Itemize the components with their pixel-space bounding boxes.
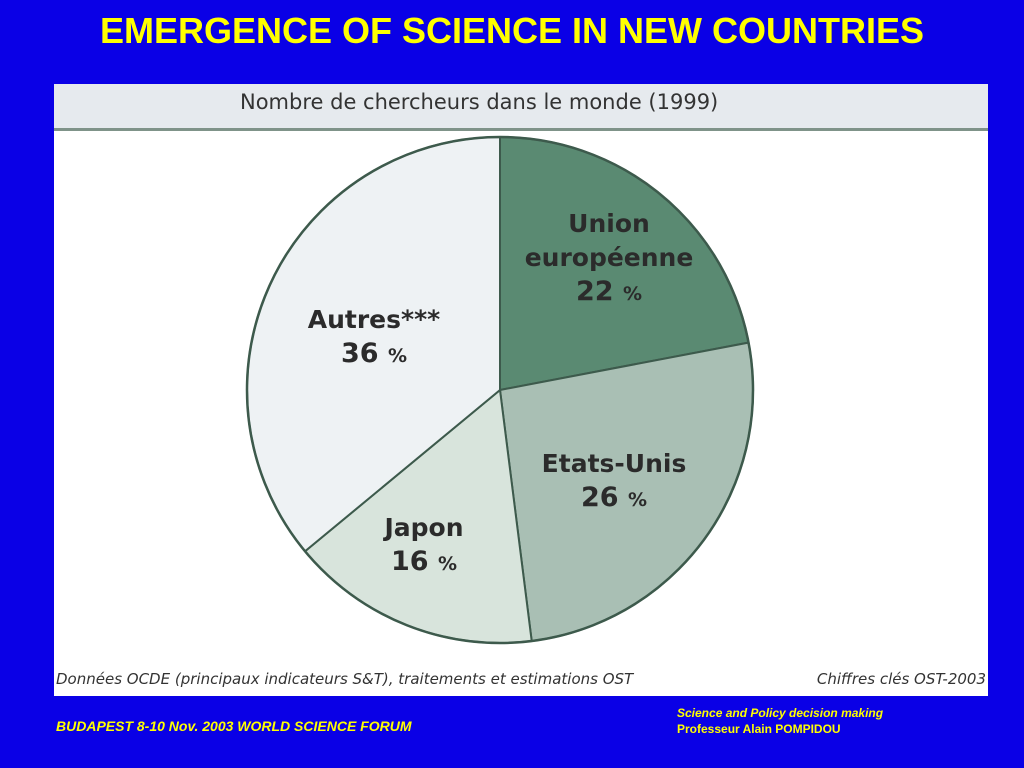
event-footer: BUDAPEST 8-10 Nov. 2003 WORLD SCIENCE FO…: [56, 718, 412, 734]
chart-header: Nombre de chercheurs dans le monde (1999…: [54, 84, 988, 131]
pie-chart: Union européenne 22 % Etats-Unis 26 % Japon 16…: [245, 135, 755, 645]
pie-slice-name: européenne: [525, 243, 694, 272]
pie-slice-label: Japon 16 %: [382, 513, 463, 577]
pie-slice-label: Union européenne 22 %: [525, 209, 694, 307]
pie-slice-name: Union: [568, 209, 650, 238]
pie-slice-name: Autres***: [308, 305, 440, 334]
pie-slice-value: 16 %: [391, 546, 457, 577]
slide-title: EMERGENCE OF SCIENCE IN NEW COUNTRIES: [99, 10, 925, 51]
pie-slice-value: 22 %: [576, 276, 642, 307]
chart-figure: Nombre de chercheurs dans le monde (1999…: [54, 84, 988, 696]
pie-slice-value: 26 %: [581, 482, 647, 513]
pie-slice-name: Etats-Unis: [542, 449, 687, 478]
author-footer: Science and Policy decision making Profe…: [677, 705, 883, 737]
pie-outline: [245, 135, 755, 645]
pie-slice-label: Etats-Unis 26 %: [542, 449, 687, 513]
author-footer-name: Professeur Alain POMPIDOU: [677, 722, 841, 736]
chart-source-note: Données OCDE (principaux indicateurs S&T…: [56, 670, 634, 688]
author-footer-topic: Science and Policy decision making: [677, 706, 884, 720]
pie-slice-value: 36 %: [341, 338, 407, 369]
pie-slice-label: Autres*** 36 %: [308, 305, 440, 369]
pie-slice-name: Japon: [382, 513, 463, 542]
chart-source-credit: Chiffres clés OST-2003: [816, 670, 986, 688]
chart-title: Nombre de chercheurs dans le monde (1999…: [240, 90, 719, 114]
